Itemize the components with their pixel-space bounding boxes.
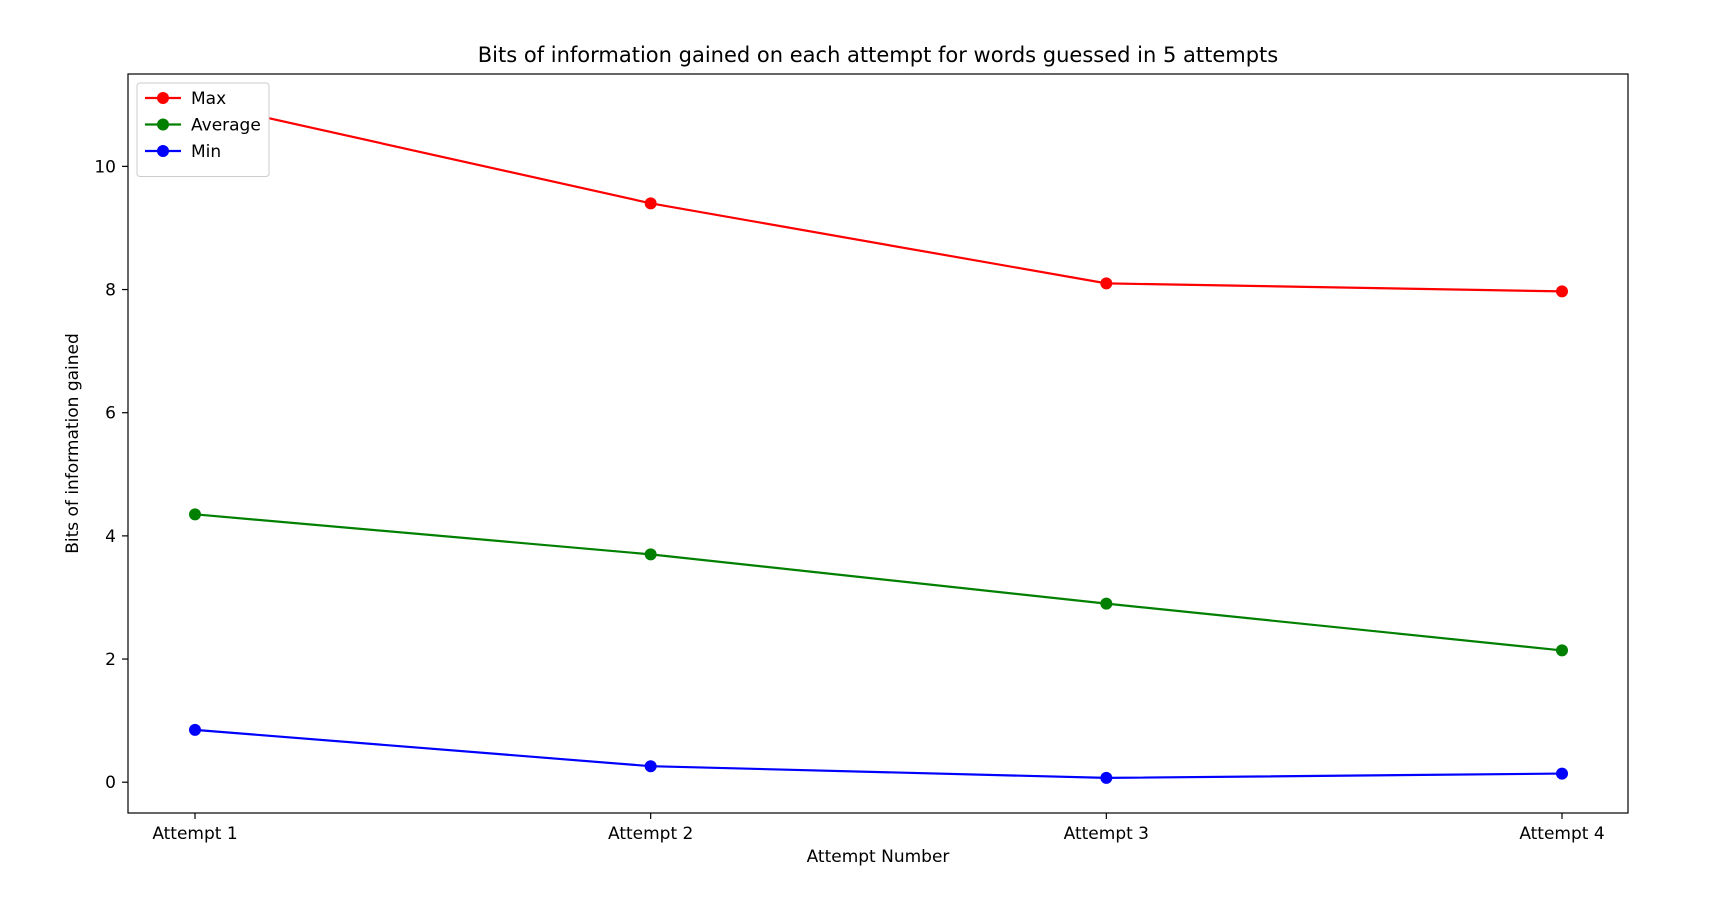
data-point-min xyxy=(644,760,657,773)
data-point-average xyxy=(1100,597,1113,610)
series-line-max xyxy=(194,100,1563,293)
x-tick-label: Attempt 1 xyxy=(152,824,237,844)
y-tick-label: 4 xyxy=(105,527,116,547)
legend-label-min: Min xyxy=(191,142,221,162)
data-point-max xyxy=(1100,277,1113,290)
data-point-min xyxy=(189,723,201,736)
x-axis-label: Attempt Number xyxy=(807,847,950,867)
y-tick-label: 10 xyxy=(94,157,116,177)
legend-label-average: Average xyxy=(191,116,261,136)
chart-title: Bits of information gained on each attem… xyxy=(478,43,1278,67)
y-axis-ticks: 0 2 4 6 8 10 xyxy=(94,157,128,793)
x-tick-label: Attempt 4 xyxy=(1519,824,1604,844)
legend-label-max: Max xyxy=(191,89,226,109)
x-axis-ticks: Attempt 1 Attempt 2 Attempt 3 Attempt 4 xyxy=(152,813,1605,844)
data-point-max xyxy=(644,197,657,210)
series-layer xyxy=(189,95,1568,784)
y-tick-label: 6 xyxy=(105,404,116,424)
plot-frame xyxy=(127,73,1629,814)
y-tick-label: 8 xyxy=(105,281,116,301)
data-point-average xyxy=(644,548,657,561)
y-tick-label: 0 xyxy=(105,773,116,793)
legend: Max Average Min xyxy=(136,82,270,177)
legend-marker-min xyxy=(157,145,169,157)
data-point-min xyxy=(1556,767,1568,780)
data-point-average xyxy=(1556,644,1568,657)
legend-marker-average xyxy=(157,118,169,131)
legend-marker-max xyxy=(157,92,169,104)
data-point-average xyxy=(189,508,201,521)
data-point-max xyxy=(1556,285,1568,298)
x-tick-label: Attempt 2 xyxy=(608,824,693,844)
x-tick-label: Attempt 3 xyxy=(1064,824,1149,844)
data-point-min xyxy=(1100,771,1113,784)
legend-box xyxy=(136,82,270,177)
plot-area xyxy=(127,73,1629,814)
y-tick-label: 2 xyxy=(105,650,116,670)
y-axis-label: Bits of information gained xyxy=(63,333,83,554)
series-line-average xyxy=(194,513,1563,652)
series-line-min xyxy=(194,728,1563,779)
